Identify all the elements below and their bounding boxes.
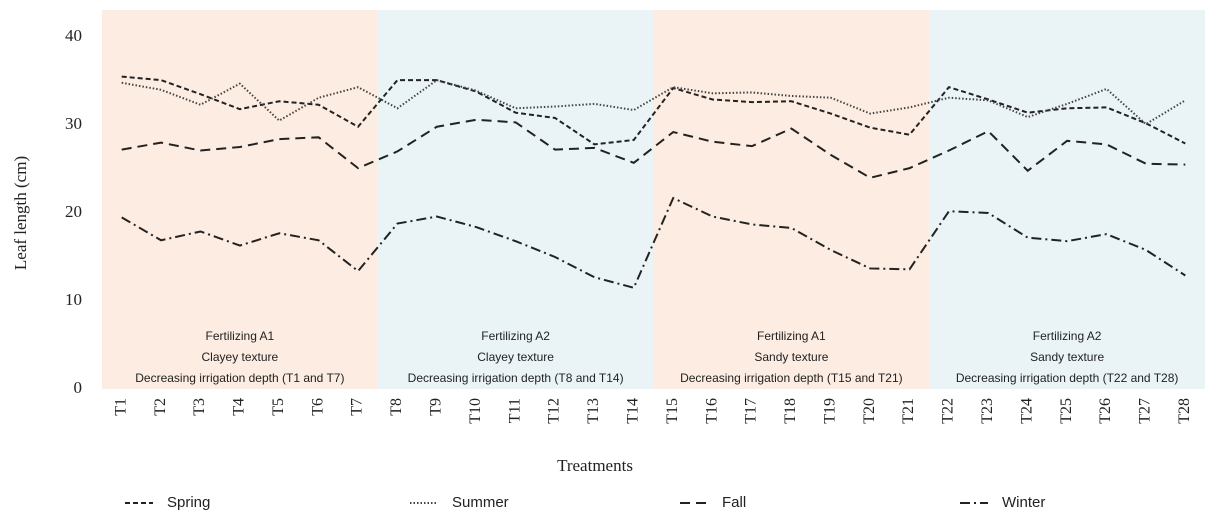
x-tick-label: T23	[979, 398, 996, 424]
x-axis-label: Treatments	[557, 456, 633, 475]
line	[121, 79, 1186, 126]
x-tick-label: T3	[191, 398, 208, 416]
x-tick-label: T7	[349, 398, 366, 416]
x-tick-label: T20	[861, 398, 878, 424]
line	[121, 196, 1186, 289]
x-tick-label: T12	[546, 398, 563, 424]
x-tick-label: T8	[388, 398, 405, 416]
x-tick-label: T18	[782, 398, 799, 424]
region	[653, 10, 930, 389]
region-label: Fertilizing A1	[757, 329, 826, 343]
x-tick-label: T14	[624, 398, 641, 424]
y-tick-label: 20	[65, 202, 82, 221]
line	[121, 75, 1186, 146]
region-label: Sandy texture	[754, 350, 828, 364]
region-label: Fertilizing A2	[1033, 329, 1102, 343]
x-tick-label: T24	[1018, 398, 1035, 424]
region	[929, 10, 1205, 389]
x-tick-label: T28	[1176, 398, 1193, 424]
x-tick-label: T26	[1097, 398, 1114, 424]
line	[121, 118, 1186, 179]
region-label: Clayey texture	[202, 350, 279, 364]
region-label: Decreasing irrigation depth (T8 and T14)	[408, 371, 624, 385]
x-tick-label: T1	[112, 398, 129, 416]
region-label: Clayey texture	[477, 350, 554, 364]
x-tick-label: T6	[309, 398, 326, 416]
x-tick-label: T2	[152, 398, 169, 416]
region-label: Decreasing irrigation depth (T22 and T28…	[956, 371, 1179, 385]
legend-label: Winter	[1002, 494, 1045, 511]
x-tick-label: T13	[585, 398, 602, 424]
regions	[102, 10, 1205, 389]
y-tick-label: 10	[65, 290, 82, 309]
x-tick-label: T17	[743, 398, 760, 424]
region-label: Decreasing irrigation depth (T15 and T21…	[680, 371, 903, 385]
x-tick-label: T11	[506, 398, 523, 423]
x-tick-label: T9	[428, 398, 445, 416]
x-tick-label: T4	[231, 398, 248, 416]
region	[377, 10, 654, 389]
region-label: Fertilizing A1	[206, 329, 275, 343]
x-tick-label: T19	[821, 398, 838, 424]
y-tick-label: 0	[74, 378, 83, 397]
region-label: Sandy texture	[1030, 350, 1104, 364]
y-tick-label: 30	[65, 114, 82, 133]
region	[102, 10, 378, 389]
x-tick-label: T27	[1137, 398, 1154, 424]
x-tick-label: T16	[703, 398, 720, 424]
legend-label: Spring	[167, 494, 210, 511]
x-tick-label: T10	[467, 398, 484, 424]
y-axis-label: Leaf length (cm)	[11, 156, 30, 270]
x-tick-label: T21	[900, 398, 917, 424]
region-label: Decreasing irrigation depth (T1 and T7)	[135, 371, 344, 385]
y-tick-label: 40	[65, 26, 82, 45]
x-tick-label: T25	[1058, 398, 1075, 424]
region-label: Fertilizing A2	[481, 329, 550, 343]
x-tick-label: T5	[270, 398, 287, 416]
x-tick-label: T22	[940, 398, 957, 424]
x-tick-label: T15	[664, 398, 681, 424]
legend-label: Summer	[452, 494, 509, 511]
legend-label: Fall	[722, 494, 746, 511]
